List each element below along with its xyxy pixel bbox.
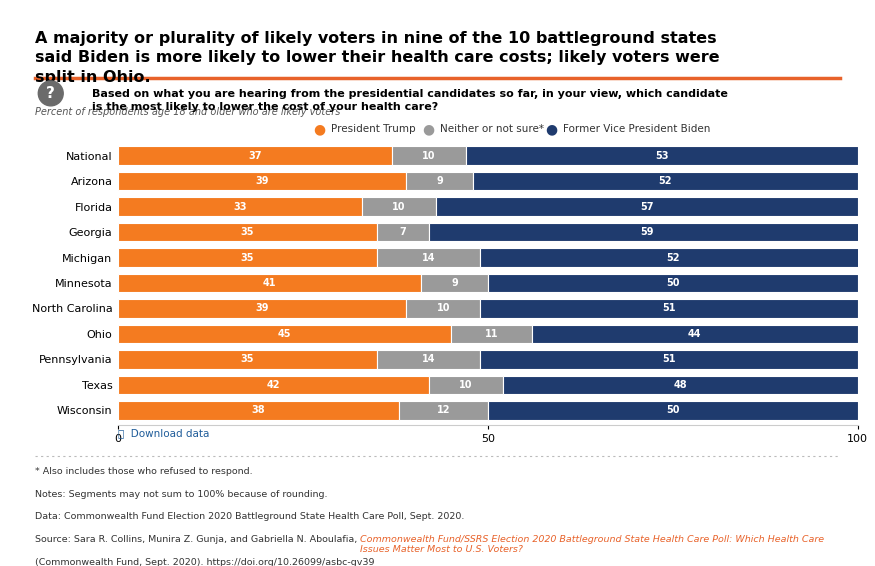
Text: 38: 38: [252, 405, 265, 415]
Text: ●: ●: [313, 122, 326, 136]
Bar: [118, 325, 451, 343]
Bar: [118, 401, 399, 419]
Text: 41: 41: [263, 278, 276, 288]
Bar: [377, 248, 480, 267]
Text: * Also includes those who refused to respond.: * Also includes those who refused to res…: [35, 467, 253, 476]
Bar: [118, 147, 392, 165]
Text: 53: 53: [654, 151, 668, 161]
Text: President Trump: President Trump: [331, 124, 416, 134]
Text: 14: 14: [422, 252, 436, 263]
Text: Commonwealth Fund/SSRS Election 2020 Battleground State Health Care Poll: Which : Commonwealth Fund/SSRS Election 2020 Bat…: [360, 535, 823, 554]
Text: Data: Commonwealth Fund Election 2020 Battleground State Health Care Poll, Sept.: Data: Commonwealth Fund Election 2020 Ba…: [35, 512, 465, 521]
Bar: [377, 223, 429, 241]
Text: 51: 51: [662, 354, 676, 365]
Text: 50: 50: [666, 405, 679, 415]
Text: 52: 52: [659, 176, 672, 186]
Bar: [466, 147, 858, 165]
Bar: [118, 223, 377, 241]
Bar: [118, 198, 362, 216]
Bar: [429, 223, 864, 241]
Text: 42: 42: [267, 380, 280, 390]
Text: 48: 48: [673, 380, 687, 390]
Bar: [392, 147, 466, 165]
Bar: [118, 299, 407, 318]
Text: 44: 44: [688, 329, 702, 339]
Text: 45: 45: [277, 329, 291, 339]
Text: ?: ?: [46, 86, 55, 101]
Text: Source: Sara R. Collins, Munira Z. Gunja, and Gabriella N. Aboulafia,: Source: Sara R. Collins, Munira Z. Gunja…: [35, 535, 360, 544]
Text: 10: 10: [422, 151, 436, 161]
Bar: [399, 401, 488, 419]
Text: A majority or plurality of likely voters in nine of the 10 battleground states
s: A majority or plurality of likely voters…: [35, 31, 719, 84]
Text: 10: 10: [392, 201, 406, 212]
Bar: [436, 198, 858, 216]
Text: 11: 11: [485, 329, 498, 339]
Bar: [118, 274, 421, 292]
Text: 37: 37: [248, 151, 262, 161]
Text: 35: 35: [241, 252, 255, 263]
Text: 9: 9: [437, 176, 443, 186]
Bar: [480, 350, 858, 368]
Bar: [451, 325, 532, 343]
Bar: [118, 350, 377, 368]
Text: 52: 52: [666, 252, 679, 263]
Bar: [429, 376, 502, 394]
Text: 10: 10: [437, 303, 451, 314]
Text: ●: ●: [423, 122, 435, 136]
Text: Notes: Segments may not sum to 100% because of rounding.: Notes: Segments may not sum to 100% beca…: [35, 490, 327, 499]
Text: 57: 57: [640, 201, 654, 212]
Text: Percent of respondents age 18 and older who are likely voters: Percent of respondents age 18 and older …: [35, 107, 340, 117]
Text: ●: ●: [545, 122, 557, 136]
Bar: [480, 299, 858, 318]
Text: 33: 33: [234, 201, 247, 212]
Text: 10: 10: [458, 380, 472, 390]
Text: Neither or not sure*: Neither or not sure*: [440, 124, 544, 134]
Bar: [407, 172, 473, 190]
Text: 7: 7: [399, 227, 406, 237]
Text: Based on what you are hearing from the presidential candidates so far, in your v: Based on what you are hearing from the p…: [92, 89, 728, 112]
Bar: [488, 401, 858, 419]
Bar: [407, 299, 480, 318]
Text: 51: 51: [662, 303, 676, 314]
Text: 39: 39: [255, 176, 269, 186]
Bar: [118, 376, 429, 394]
Bar: [480, 248, 864, 267]
Text: 12: 12: [437, 405, 451, 415]
Bar: [377, 350, 480, 368]
Text: 59: 59: [640, 227, 654, 237]
Text: ⤓  Download data: ⤓ Download data: [118, 428, 209, 438]
Bar: [502, 376, 858, 394]
Text: 35: 35: [241, 354, 255, 365]
Text: 9: 9: [452, 278, 458, 288]
Text: 39: 39: [255, 303, 269, 314]
Bar: [473, 172, 858, 190]
Bar: [532, 325, 858, 343]
Text: Former Vice President Biden: Former Vice President Biden: [563, 124, 710, 134]
Bar: [488, 274, 858, 292]
Bar: [118, 248, 377, 267]
Text: 50: 50: [666, 278, 679, 288]
Text: 14: 14: [422, 354, 436, 365]
Text: 35: 35: [241, 227, 255, 237]
Text: (Commonwealth Fund, Sept. 2020). https://doi.org/10.26099/asbc-gv39: (Commonwealth Fund, Sept. 2020). https:/…: [35, 558, 374, 566]
Bar: [118, 172, 407, 190]
Bar: [362, 198, 436, 216]
Bar: [421, 274, 488, 292]
